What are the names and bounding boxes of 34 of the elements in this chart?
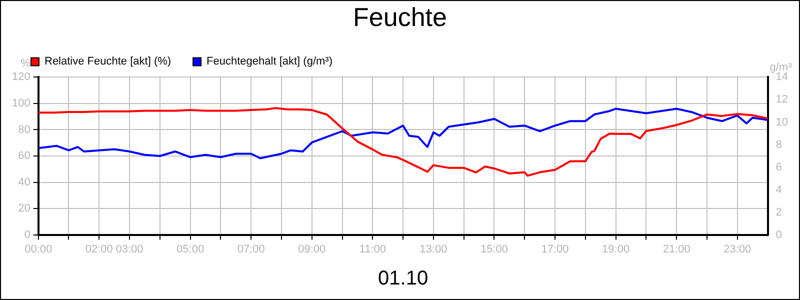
legend-label: Feuchtegehalt [akt] (g/m³)	[206, 56, 332, 68]
x-tick-label: 19:00	[602, 243, 630, 256]
x-tick-label: 07:00	[237, 243, 265, 256]
y-tick-label: 80	[18, 124, 30, 136]
y-tick-label: 40	[18, 176, 30, 188]
chart-title: Feuchte	[353, 2, 447, 32]
x-tick-label: 09:00	[298, 243, 326, 256]
y-tick-label: 20	[18, 202, 30, 215]
x-tick-label: 21:00	[662, 243, 690, 256]
x-axis-title: 01.10	[378, 268, 428, 290]
y2-axis-title: g/m³	[770, 62, 792, 74]
y2-tick-label: 10	[776, 116, 788, 128]
y2-tick-label: 0	[776, 228, 782, 241]
x-tick-label: 03:00	[116, 243, 144, 256]
y2-tick-label: 8	[776, 138, 782, 151]
x-tick-label: 02:00	[85, 243, 113, 256]
x-tick-label: 17:00	[541, 243, 569, 256]
x-tick-label: 00:00	[24, 243, 52, 256]
x-tick-label: 23:00	[724, 243, 752, 256]
y-tick-label: 120	[12, 71, 30, 84]
x-tick-label: 13:00	[420, 243, 448, 256]
y2-tick-label: 4	[776, 184, 782, 196]
x-tick-label: 05:00	[176, 243, 204, 256]
x-tick-label: 11:00	[359, 243, 386, 256]
legend-label: Relative Feuchte [akt] (%)	[44, 56, 172, 68]
y-tick-label: 100	[12, 98, 30, 110]
y2-tick-label: 12	[776, 94, 788, 106]
y-tick-label: 60	[18, 150, 30, 162]
x-tick-label: 15:00	[480, 243, 508, 256]
y2-tick-label: 6	[776, 161, 782, 174]
y-axis-title: %	[20, 58, 31, 70]
y-tick-label: 0	[24, 228, 30, 241]
y2-tick-label: 2	[776, 206, 782, 218]
y2-tick-label: 14	[776, 71, 788, 84]
